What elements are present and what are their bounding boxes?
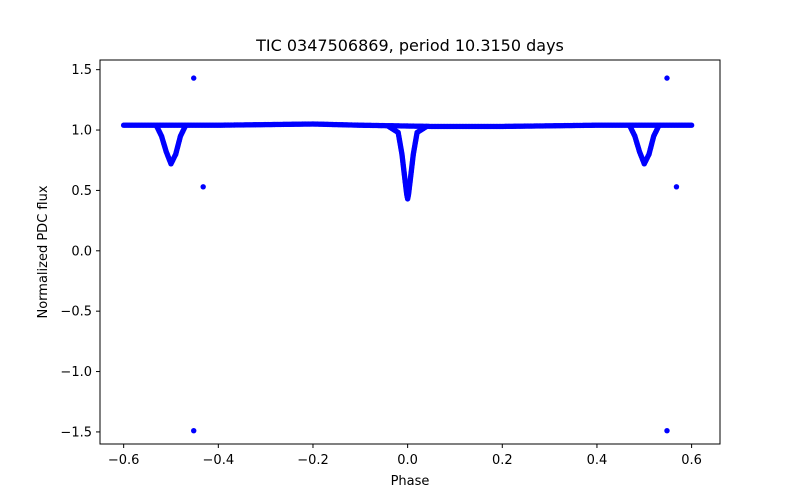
x-axis: −0.6 −0.4 −0.2 0.0 0.2 0.4 0.6	[108, 444, 702, 468]
plot-area-frame	[99, 59, 721, 445]
data-point	[688, 122, 695, 128]
y-axis-label: Normalized PDC flux	[36, 185, 51, 318]
y-tick-label: −0.5	[60, 305, 92, 320]
outlier-point	[664, 428, 670, 434]
x-tick-label: 0.0	[397, 453, 418, 468]
x-tick-label: 0.4	[587, 453, 608, 468]
chart-title: TIC 0347506869, period 10.3150 days	[255, 36, 564, 55]
x-axis-label: Phase	[391, 474, 430, 489]
outlier-point	[200, 184, 206, 190]
outlier-point	[191, 75, 197, 81]
data-points	[120, 75, 695, 434]
x-tick-label: −0.2	[297, 453, 329, 468]
y-tick-label: 1.5	[71, 63, 92, 78]
x-tick-label: 0.2	[492, 453, 513, 468]
outlier-point	[664, 75, 670, 81]
y-axis: −1.5 −1.0 −0.5 0.0 0.5 1.0 1.5	[60, 63, 100, 440]
y-tick-label: 0.5	[71, 184, 92, 199]
outlier-point	[191, 428, 197, 434]
outlier-point	[673, 184, 680, 190]
y-tick-label: −1.0	[60, 365, 92, 380]
x-tick-label: −0.6	[108, 453, 140, 468]
y-tick-label: −1.5	[60, 425, 92, 440]
x-tick-label: −0.4	[203, 453, 235, 468]
x-tick-label: 0.6	[681, 453, 702, 468]
y-tick-label: 0.0	[71, 244, 92, 259]
y-tick-label: 1.0	[71, 124, 92, 139]
